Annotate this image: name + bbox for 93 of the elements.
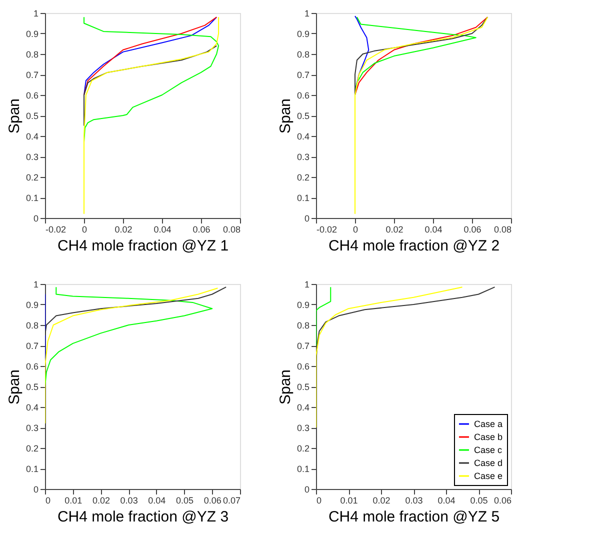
x-tick-label: 0.06 [204,496,222,506]
x-tick-label: -0.02 [46,224,66,234]
x-tick-label: 0.08 [494,224,512,234]
y-axis-title: Span [276,369,294,405]
y-tick-label: 0.4 [296,402,310,412]
y-tick-label: 0.3 [296,423,310,433]
x-tick-label: 0.06 [192,224,210,234]
legend-label: Case b [474,432,503,442]
line-series [354,16,488,214]
line-series [316,286,332,346]
y-tick-label: 0.9 [296,29,310,39]
x-tick-label: 0.05 [176,496,194,506]
x-axis-title: CH4 mole fraction @YZ 2 [328,238,500,254]
x-tick-label: 0.05 [470,496,488,506]
x-tick-label: 0.04 [438,496,456,506]
x-axis-title: CH4 mole fraction @YZ 1 [57,238,229,254]
y-tick-label: 0.5 [26,382,38,392]
x-tick-label: -0.02 [316,224,338,234]
legend-label: Case a [474,419,503,429]
y-tick-label: 0 [304,484,310,494]
y-tick-label: 0.7 [296,341,310,351]
y-tick-label: 0.9 [296,300,310,310]
legend-label: Case e [474,471,503,481]
line-series [316,286,463,428]
x-tick-label: 0 [46,496,51,506]
y-tick-label: 0.8 [26,50,38,60]
y-tick-label: 0 [304,214,310,224]
y-tick-label: 0.1 [296,193,310,203]
y-tick-label: 0.1 [296,464,310,474]
x-tick-label: 0.03 [405,496,423,506]
y-tick-label: 0.3 [26,423,38,433]
x-tick-label: 0.03 [120,496,138,506]
line-series [45,286,213,387]
y-axis-title: Span [6,369,23,405]
y-tick-label: 0 [33,214,38,224]
y-tick-label: 0.4 [26,402,38,412]
y-tick-label: 0.7 [296,70,310,80]
y-tick-label: 0.9 [26,29,38,39]
x-tick-label: 0.01 [64,496,82,506]
y-tick-label: 0.8 [26,320,38,330]
line-series [45,288,218,424]
y-tick-label: 0.4 [296,132,310,142]
y-tick-label: 0.4 [26,132,38,142]
y-tick-label: 0.2 [296,444,310,454]
x-tick-label: 0 [316,496,322,506]
x-tick-label: 0.04 [424,224,442,234]
y-tick-label: 0.5 [296,382,310,392]
y-axis-title: Span [276,98,294,134]
line-series [45,286,227,336]
legend-label: Case d [474,458,503,468]
line-series [84,16,218,96]
x-tick-label: 0.04 [154,224,172,234]
legend-label: Case c [474,445,503,455]
y-tick-label: 0.6 [26,90,38,100]
x-tick-label: 0.02 [114,224,132,234]
y-tick-label: 0.3 [26,152,38,162]
x-tick-label: 0 [352,224,358,234]
y-tick-label: 0.7 [26,70,38,80]
y-tick-label: 0.2 [26,172,38,182]
line-series [354,16,488,96]
y-tick-label: 1 [33,8,38,18]
y-tick-label: 1 [33,280,38,290]
y-tick-label: 0 [33,484,38,494]
y-tick-label: 0.8 [296,50,310,60]
y-axis-title: Span [6,98,23,134]
x-axis-title: CH4 mole fraction @YZ 3 [57,508,229,526]
x-tick-label: 0 [82,224,88,234]
x-tick-label: 0.02 [386,224,404,234]
x-tick-label: 0.02 [372,496,390,506]
y-tick-label: 0.1 [26,464,38,474]
y-tick-label: 0.3 [296,152,310,162]
x-tick-label: 0.07 [222,496,240,506]
y-tick-label: 0.2 [26,444,38,454]
x-tick-label: 0.02 [92,496,110,506]
y-tick-label: 0.5 [296,111,310,121]
y-tick-label: 0.1 [26,193,38,203]
y-tick-label: 0.2 [296,172,310,182]
y-tick-label: 0.7 [26,341,38,351]
x-tick-label: 0.06 [464,224,482,234]
x-tick-label: 0.01 [340,496,358,506]
y-tick-label: 0.8 [296,320,310,330]
line-series [84,16,220,214]
y-tick-label: 0.6 [296,362,310,372]
y-tick-label: 1 [304,8,310,18]
y-tick-label: 0.6 [26,362,38,372]
x-tick-label: 0.06 [494,496,512,506]
y-tick-label: 1 [304,280,310,290]
y-tick-label: 0.6 [296,90,310,100]
y-tick-label: 0.5 [26,111,38,121]
x-axis-title: CH4 mole fraction @YZ 5 [328,508,500,526]
y-tick-label: 0.9 [26,300,38,310]
x-tick-label: 0.08 [222,224,240,234]
x-tick-label: 0.04 [148,496,166,506]
